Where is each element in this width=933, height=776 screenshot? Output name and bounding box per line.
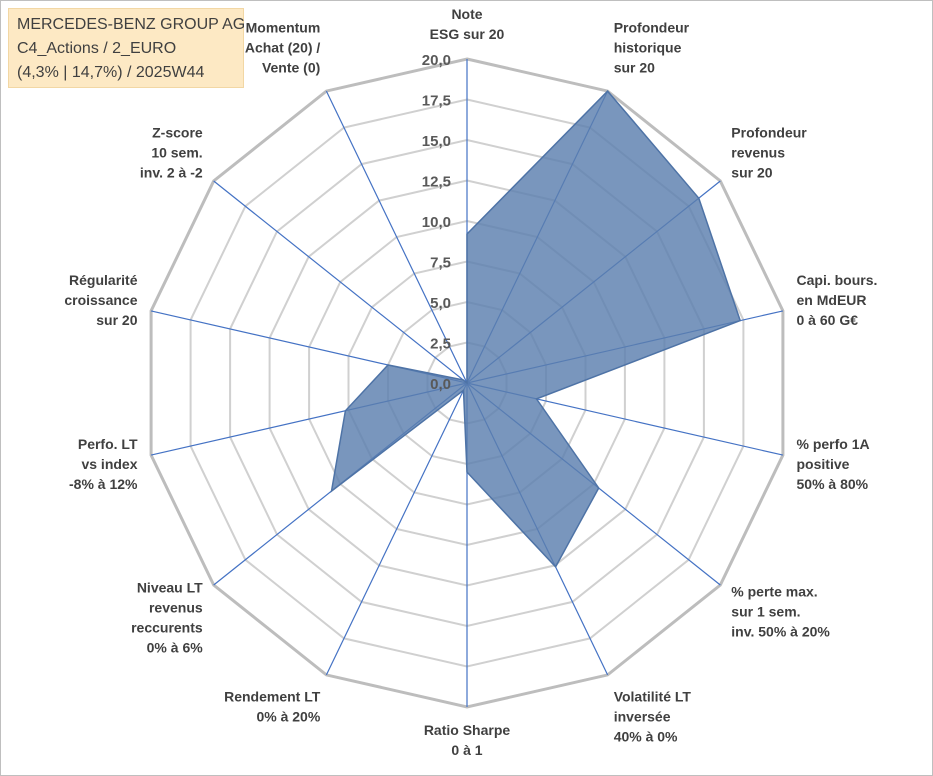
info-box: MERCEDES-BENZ GROUP AG C4_Actions / 2_EU… [8, 8, 246, 88]
axis-label-line: inv. 50% à 20% [731, 623, 830, 639]
axis-label-line: -8% à 12% [69, 476, 138, 492]
axis-label: Régularité croissance sur 20 [64, 272, 137, 328]
axis-label-line: revenus [731, 145, 785, 161]
axis-label-line: reccurents [131, 620, 203, 636]
axis-label: % perte max. sur 1 sem. inv. 50% à 20% [731, 583, 830, 639]
tick-label: 20,0 [422, 52, 451, 69]
axis-spoke [213, 180, 468, 384]
tick-label: 7,5 [430, 255, 451, 272]
axis-label: Profondeur revenus sur 20 [731, 125, 807, 181]
axis-label-line: croissance [64, 292, 137, 308]
company-name: MERCEDES-BENZ GROUP AG [17, 16, 246, 33]
axis-label: Profondeur historique sur 20 [614, 20, 690, 76]
axis-label: % perfo 1A positive 50% à 80% [797, 436, 870, 492]
tick-label: 5,0 [430, 295, 451, 312]
axis-label-line: 0% à 6% [147, 640, 204, 656]
axis-label: Perfo. LT vs index -8% à 12% [69, 436, 138, 492]
axis-label-line: vs index [81, 456, 137, 472]
axis-label-line: historique [614, 40, 682, 56]
axis-labels: Note ESG sur 20 Profondeur historique sur 20… [64, 6, 877, 758]
axis-label-line: Vente (0) [262, 60, 320, 76]
axis-label-line: 0% à 20% [256, 709, 320, 725]
axis-label-line: 0 à 1 [451, 742, 482, 758]
axis-label-line: inversée [614, 709, 671, 725]
tick-label: 15,0 [422, 133, 451, 150]
axis-label-line: Perfo. LT [78, 436, 138, 452]
axis-label-line: Momentum [246, 20, 321, 36]
axis-label-line: sur 20 [96, 312, 137, 328]
axis-label-line: 10 sem. [151, 145, 202, 161]
axis-label-line: 50% à 80% [797, 476, 869, 492]
axis-label-line: 40% à 0% [614, 729, 678, 745]
axis-label-line: Note [451, 6, 482, 22]
axis-label: Z-score 10 sem. inv. 2 à -2 [140, 125, 203, 181]
axis-label-line: Achat (20) / [245, 40, 321, 56]
axis-label-line: sur 20 [614, 60, 655, 76]
tick-label: 2,5 [430, 336, 451, 353]
axis-label: Note ESG sur 20 [430, 6, 505, 42]
axis-label-line: revenus [149, 600, 203, 616]
axis-label: Niveau LT revenus reccurents 0% à 6% [131, 580, 203, 656]
axis-label-line: Régularité [69, 272, 138, 288]
axis-label-line: Capi. bours. [797, 272, 878, 288]
axis-spoke [325, 90, 468, 384]
tick-label: 0,0 [430, 376, 451, 393]
axis-label: Rendement LT 0% à 20% [224, 689, 321, 725]
axis-label-line: sur 20 [731, 165, 772, 181]
axis-label-line: sur 1 sem. [731, 603, 800, 619]
tick-label: 17,5 [422, 93, 451, 110]
axis-label-line: Niveau LT [137, 580, 203, 596]
tick-label: 12,5 [422, 174, 451, 191]
radar-series [330, 89, 742, 569]
axis-label: Volatilité LT inversée 40% à 0% [614, 689, 692, 745]
axis-label-line: Profondeur [614, 20, 690, 36]
axis-label-line: en MdEUR [797, 292, 867, 308]
axis-label-line: 0 à 60 G€ [797, 312, 859, 328]
axis-label-line: Profondeur [731, 125, 807, 141]
category-label: C4_Actions / 2_EURO [17, 40, 177, 57]
axis-label: Capi. bours. en MdEUR 0 à 60 G€ [797, 272, 878, 328]
period-label: (4,3% | 14,7%) / 2025W44 [17, 64, 205, 81]
axis-label: Momentum Achat (20) / Vente (0) [245, 20, 321, 76]
axis-label-line: Z-score [152, 125, 203, 141]
tick-label: 10,0 [422, 214, 451, 231]
axis-label-line: % perfo 1A [797, 436, 870, 452]
axis-label: Ratio Sharpe 0 à 1 [424, 722, 511, 758]
series-area [330, 89, 742, 569]
axis-spoke [325, 382, 468, 676]
axis-label-line: % perte max. [731, 583, 817, 599]
radial-tick-labels: 0,0 2,5 5,0 7,5 10,0 12,5 15,0 17,5 20,0 [422, 52, 451, 393]
axis-label-line: Volatilité LT [614, 689, 692, 705]
axis-label-line: positive [797, 456, 850, 472]
axis-label-line: Rendement LT [224, 689, 321, 705]
axis-label-line: ESG sur 20 [430, 26, 505, 42]
axis-label-line: Ratio Sharpe [424, 722, 511, 738]
axis-label-line: inv. 2 à -2 [140, 165, 203, 181]
